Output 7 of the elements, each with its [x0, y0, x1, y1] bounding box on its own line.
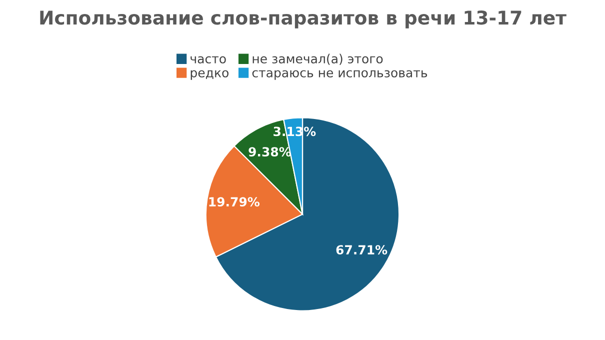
legend-label: не замечал(а) этого [252, 54, 383, 65]
legend-label: стараюсь не использовать [252, 70, 428, 80]
legend-label: редко [190, 70, 228, 80]
legend-label: часто [190, 56, 226, 64]
data-label: 19.79% [209, 197, 260, 207]
data-label: 67.71% [336, 245, 388, 255]
chart-title: Использование слов-паразитов в речи 13-17 лет [40, 10, 566, 28]
